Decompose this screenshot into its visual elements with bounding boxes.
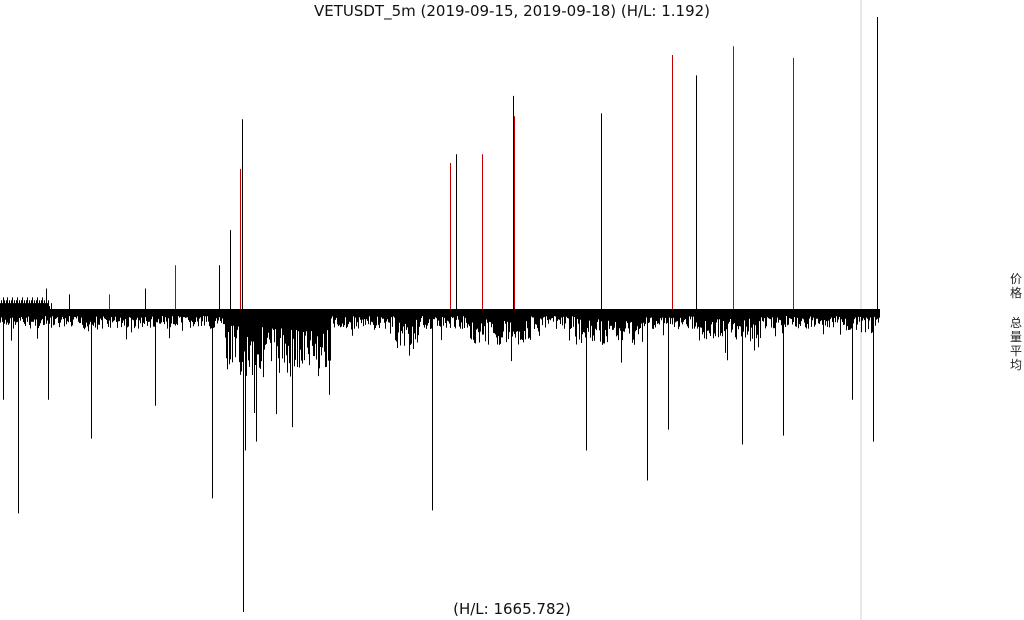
price-bars: [0, 17, 878, 309]
side-label-volume: 总量平均: [1009, 316, 1022, 372]
volume-footer-label: (H/L: 1665.782): [453, 600, 571, 618]
volume-bars: [0, 313, 880, 612]
chart-title: VETUSDT_5m (2019-09-15, 2019-09-18) (H/L…: [313, 2, 711, 20]
side-label-price: 价格: [1009, 272, 1022, 300]
